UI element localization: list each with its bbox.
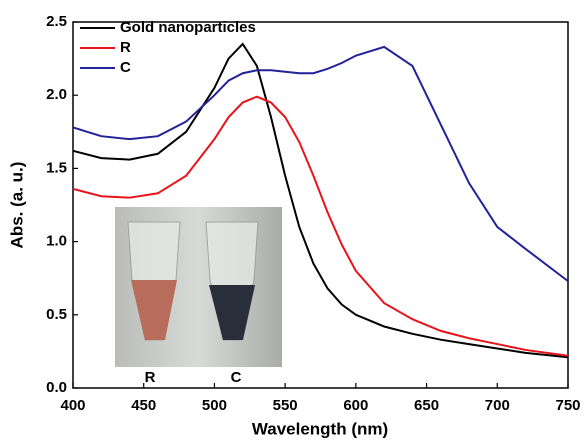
series-line (72, 42, 569, 359)
inset-label: R (145, 369, 156, 386)
series-line (72, 45, 569, 282)
legend-label: C (120, 59, 131, 76)
legend-label: R (120, 39, 131, 56)
legend-label: Gold nanoparticles (120, 19, 256, 36)
x-tick-label: 400 (60, 397, 85, 414)
y-axis-label: Abs. (a. u.) (7, 162, 26, 249)
x-tick-label: 700 (485, 397, 510, 414)
x-tick-label: 500 (202, 397, 227, 414)
x-tick-label: 650 (414, 397, 439, 414)
x-tick-label: 750 (555, 397, 580, 414)
y-tick-label: 2.0 (46, 86, 67, 103)
x-tick-label: 550 (273, 397, 298, 414)
y-tick-label: 2.5 (46, 13, 67, 30)
x-tick-label: 600 (343, 397, 368, 414)
inset-label: C (231, 369, 242, 386)
x-tick-label: 450 (131, 397, 156, 414)
y-tick-label: 0.0 (46, 379, 67, 396)
y-tick-label: 1.0 (46, 233, 67, 250)
inset-photo (115, 207, 282, 367)
series-line (72, 95, 569, 357)
plot-frame (72, 21, 569, 389)
x-axis-label: Wavelength (nm) (252, 419, 388, 438)
y-tick-label: 1.5 (46, 159, 67, 176)
y-tick-label: 0.5 (46, 306, 67, 323)
